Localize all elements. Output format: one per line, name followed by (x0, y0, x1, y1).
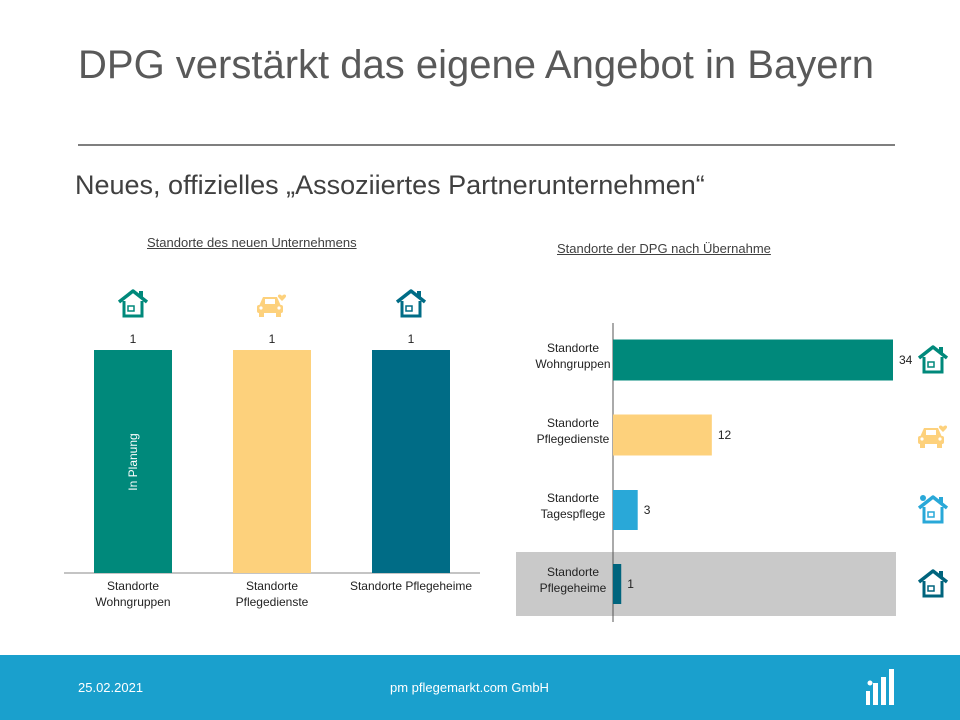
hdata-label-3: 1 (627, 577, 634, 591)
in-planung-annotation: In Planung (126, 433, 140, 490)
hcategory-label-1-0: Standorte (547, 416, 599, 430)
left-bar-chart: 1 Standorte Wohngruppen 1 Standorte Pflegedie… (64, 289, 480, 609)
pflegemarkt-logo-icon (866, 669, 894, 705)
hbar-2 (613, 490, 638, 530)
category-label-0-0: Standorte (107, 579, 159, 593)
hcategory-label-3-0: Standorte (547, 565, 599, 579)
hcategory-label-1-1: Pflegedienste (537, 432, 610, 446)
category-label-1-0: Standorte (246, 579, 298, 593)
house-icon (117, 289, 149, 318)
house-icon (917, 569, 949, 598)
slide-subtitle: Neues, offizielles „Assoziiertes Partner… (75, 170, 705, 200)
hdata-label-1: 12 (718, 428, 732, 442)
house-icon (917, 345, 949, 374)
hcategory-label-2-0: Standorte (547, 491, 599, 505)
title-divider (78, 144, 895, 146)
hcategory-label-0-0: Standorte (547, 341, 599, 355)
data-label-1: 1 (269, 332, 276, 346)
footer-date: 25.02.2021 (78, 680, 144, 695)
right-chart-title: Standorte der DPG nach Übernahme (557, 241, 771, 256)
house-icon (395, 289, 427, 318)
footer-bar: 25.02.2021 pm pflegemarkt.com GmbH (0, 655, 960, 720)
bar-1 (233, 350, 311, 573)
care-car-icon (257, 294, 287, 317)
bar-2 (372, 350, 450, 573)
right-bar-chart: 34 Standorte Wohngruppen 12 Standorte Pfleged… (516, 323, 949, 622)
hcategory-label-2-1: Tagespflege (541, 507, 606, 521)
hcategory-label-0-1: Wohngruppen (535, 357, 610, 371)
sun-house-icon (917, 495, 949, 524)
slide-title: DPG verstärkt das eigene Angebot in Baye… (78, 43, 875, 87)
category-label-2-0: Standorte Pflegeheime (350, 579, 472, 593)
category-label-0-1: Wohngruppen (95, 595, 170, 609)
data-label-0: 1 (130, 332, 137, 346)
bar-0 (94, 350, 172, 573)
data-label-2: 1 (408, 332, 415, 346)
hbar-0 (613, 339, 893, 381)
hbar-3 (613, 564, 622, 604)
hcategory-label-3-1: Pflegeheime (540, 581, 607, 595)
care-car-icon (918, 425, 948, 448)
hdata-label-0: 34 (899, 353, 913, 367)
hdata-label-2: 3 (644, 503, 651, 517)
footer-company: pm pflegemarkt.com GmbH (390, 680, 549, 695)
highlight-band (516, 552, 896, 616)
category-label-1-1: Pflegedienste (236, 595, 309, 609)
left-chart-title: Standorte des neuen Unternehmens (147, 235, 357, 250)
hbar-1 (613, 414, 712, 456)
